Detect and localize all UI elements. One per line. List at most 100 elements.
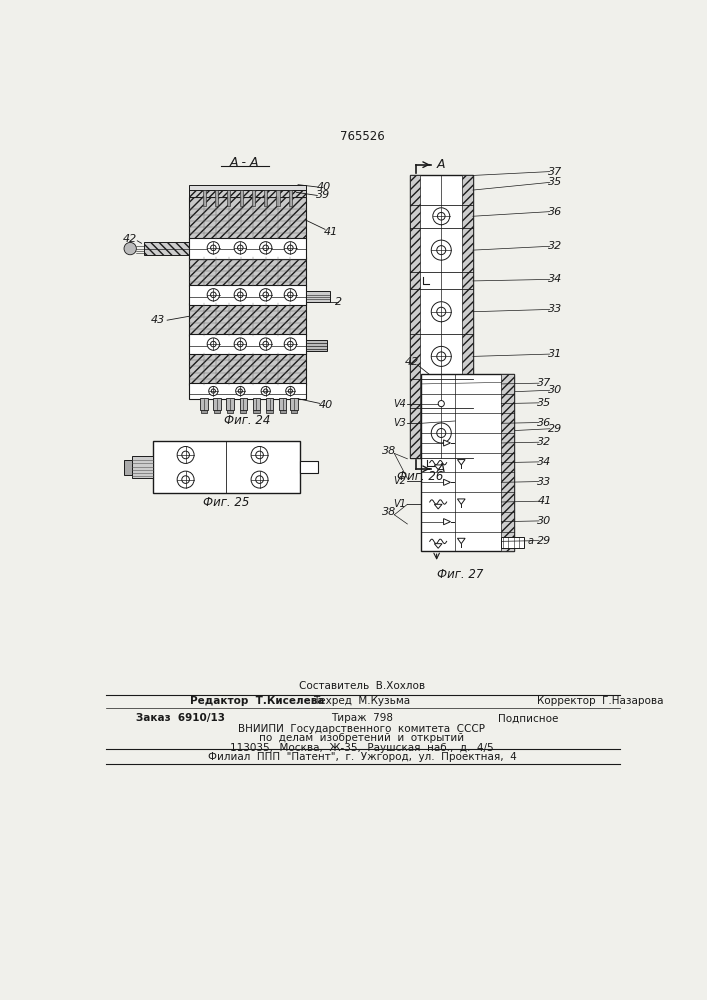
Circle shape [284, 289, 296, 301]
Circle shape [259, 289, 272, 301]
Text: 29: 29 [548, 424, 562, 434]
Bar [189, 238, 305, 259]
Bar [422, 382, 438, 405]
Bar [421, 374, 514, 551]
Text: 36: 36 [537, 418, 551, 428]
Circle shape [288, 245, 293, 251]
Text: 41: 41 [537, 496, 551, 506]
Text: Фиг. 25: Фиг. 25 [203, 496, 250, 509]
Circle shape [211, 245, 216, 251]
Circle shape [182, 451, 189, 459]
Text: по  делам  изобретений  и  открытий: по делам изобретений и открытий [259, 733, 464, 743]
Bar [189, 334, 305, 354]
Circle shape [211, 341, 216, 347]
Text: V2: V2 [393, 476, 406, 486]
Bar [201, 410, 207, 413]
Bar [144, 242, 189, 255]
Circle shape [437, 307, 446, 316]
Text: 32: 32 [537, 437, 551, 447]
Bar [501, 374, 514, 551]
Text: V4: V4 [393, 399, 406, 409]
Bar [227, 190, 230, 206]
Circle shape [238, 292, 243, 298]
Circle shape [238, 245, 243, 251]
Circle shape [259, 338, 272, 350]
Text: 2: 2 [334, 297, 341, 307]
Bar [240, 410, 247, 413]
Text: Фиг. 27: Фиг. 27 [436, 568, 483, 581]
Bar [189, 383, 305, 399]
Circle shape [182, 476, 189, 483]
Circle shape [256, 451, 263, 459]
Text: 38: 38 [382, 507, 396, 517]
Text: 41: 41 [324, 227, 338, 237]
Circle shape [284, 338, 296, 350]
Bar [153, 441, 300, 493]
Bar [215, 190, 218, 206]
Polygon shape [443, 519, 450, 525]
Bar [266, 398, 274, 410]
Circle shape [238, 389, 243, 393]
Bar [214, 410, 221, 413]
Circle shape [437, 246, 446, 255]
Text: 37: 37 [537, 378, 551, 388]
Text: Составитель  В.Хохлов: Составитель В.Хохлов [299, 681, 425, 691]
Text: 32: 32 [548, 241, 562, 251]
Bar [189, 190, 305, 197]
Bar [267, 410, 273, 413]
Text: Заказ  6910/13: Заказ 6910/13 [136, 713, 226, 723]
Text: Тираж  798: Тираж 798 [331, 713, 393, 723]
Bar [462, 175, 473, 458]
Bar [227, 410, 233, 413]
Text: Филиал  ППП  "Патент",  г.  Ужгород,  ул.  Проектная,  4: Филиал ППП "Патент", г. Ужгород, ул. Про… [208, 752, 516, 762]
Polygon shape [443, 479, 450, 485]
Text: A: A [436, 462, 445, 475]
Bar [200, 398, 208, 410]
Text: 36: 36 [548, 207, 562, 217]
Bar [305, 340, 327, 351]
Polygon shape [457, 460, 465, 465]
Circle shape [207, 338, 219, 350]
Circle shape [286, 386, 295, 396]
Circle shape [234, 242, 247, 254]
Text: 40: 40 [316, 182, 331, 192]
Text: 37: 37 [548, 167, 562, 177]
Bar [291, 398, 298, 410]
Circle shape [211, 292, 216, 298]
Circle shape [207, 242, 219, 254]
Bar [203, 190, 206, 206]
Text: A - A: A - A [229, 156, 259, 169]
Circle shape [263, 245, 269, 251]
Polygon shape [434, 504, 442, 509]
Text: 34: 34 [548, 274, 562, 284]
Text: Подписное: Подписное [498, 713, 559, 723]
Text: a: a [527, 536, 534, 546]
Bar [305, 291, 330, 302]
Text: 33: 33 [548, 304, 562, 314]
Circle shape [431, 423, 451, 443]
Bar [409, 175, 421, 458]
Text: 42: 42 [405, 357, 419, 367]
Text: 43: 43 [151, 315, 165, 325]
Circle shape [251, 446, 268, 463]
Circle shape [234, 289, 247, 301]
Circle shape [288, 341, 293, 347]
Text: 35: 35 [548, 177, 562, 187]
Circle shape [284, 242, 296, 254]
Circle shape [251, 471, 268, 488]
Circle shape [211, 389, 216, 393]
Text: 35: 35 [537, 398, 551, 408]
Circle shape [238, 341, 243, 347]
Bar [226, 398, 234, 410]
Text: 29: 29 [537, 536, 551, 546]
Bar [409, 175, 473, 458]
Circle shape [437, 352, 446, 361]
Circle shape [431, 240, 451, 260]
Text: Техред  М.Кузьма: Техред М.Кузьма [313, 696, 411, 706]
Text: 42: 42 [123, 234, 137, 244]
Text: 38: 38 [382, 446, 396, 456]
Text: A: A [436, 158, 445, 171]
Bar [288, 190, 292, 206]
Text: Фиг. 26: Фиг. 26 [397, 470, 444, 483]
Text: V1: V1 [393, 499, 406, 509]
